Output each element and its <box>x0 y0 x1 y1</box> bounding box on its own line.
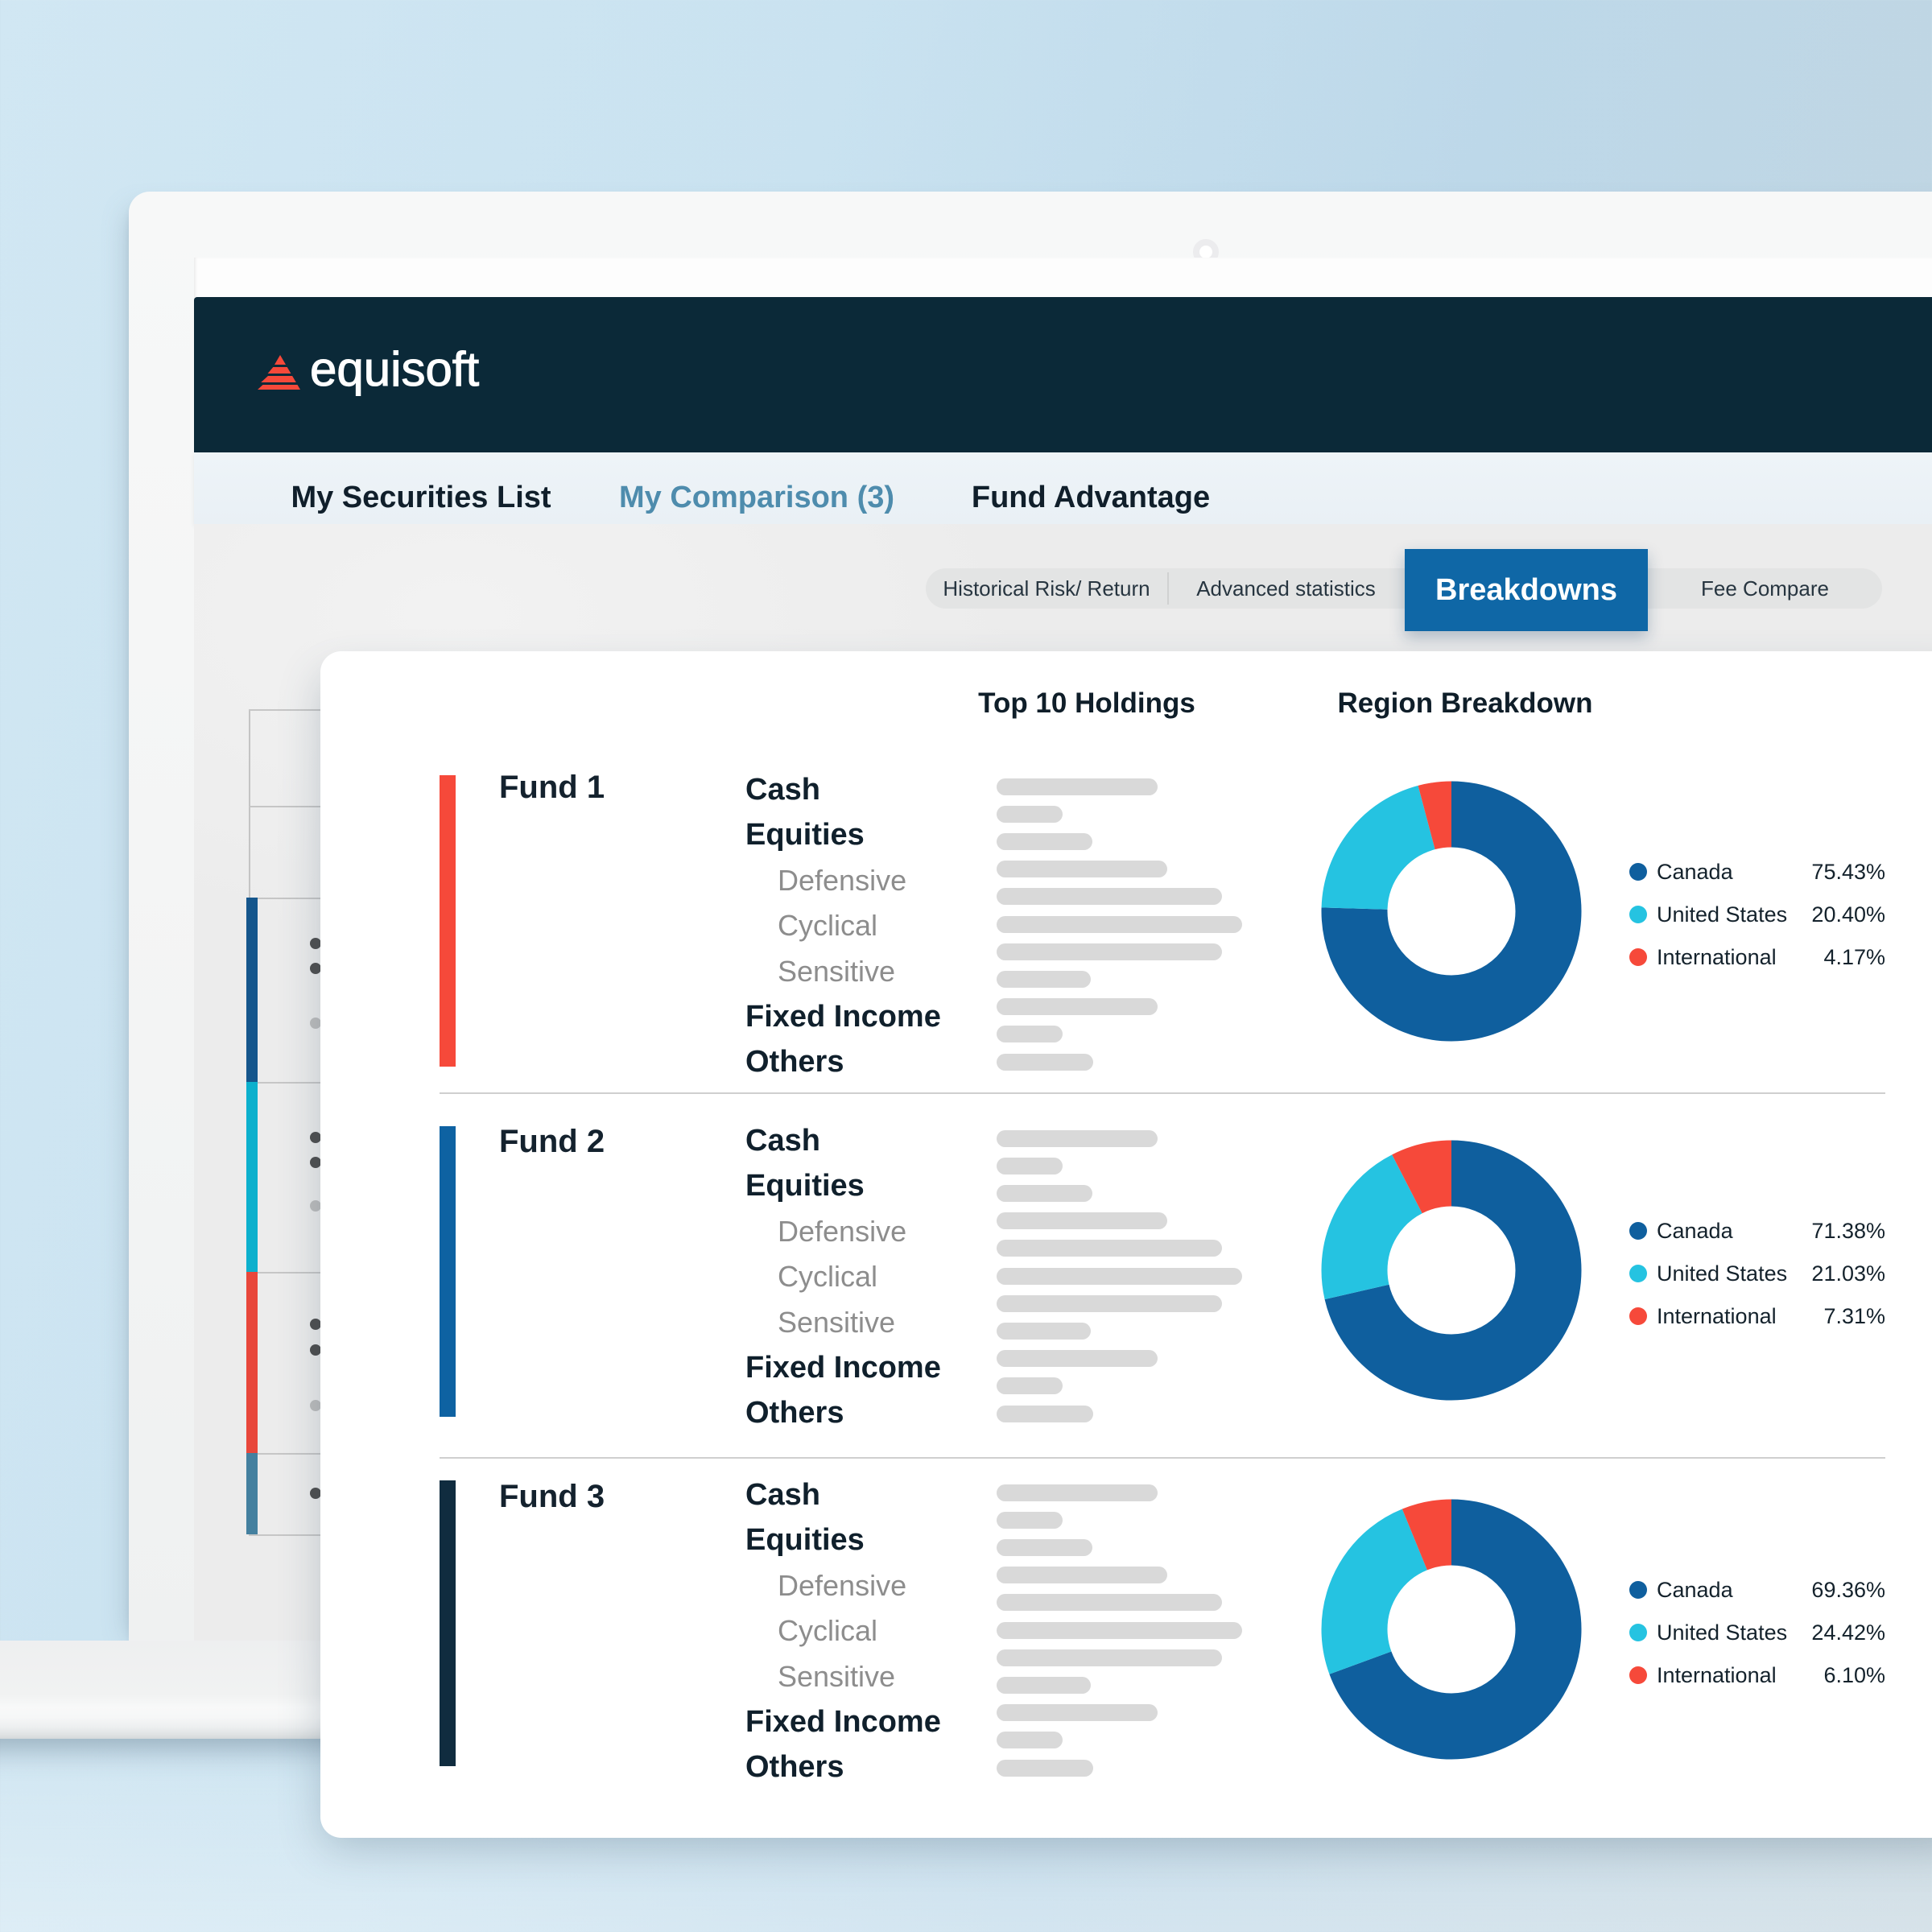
svg-text:equisoft: equisoft <box>310 342 479 396</box>
